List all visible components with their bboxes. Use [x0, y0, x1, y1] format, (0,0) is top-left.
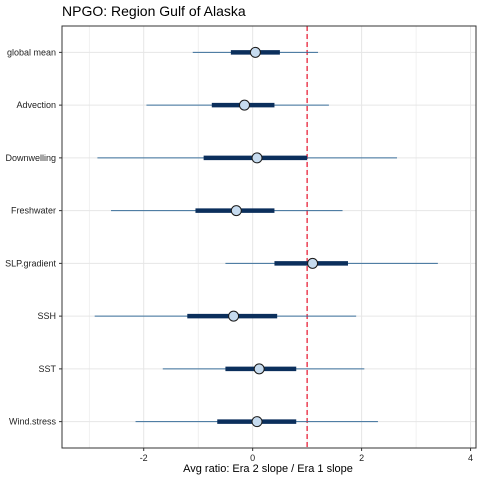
- x-tick-label: 2: [359, 453, 364, 463]
- y-tick-label: SLP.gradient: [5, 258, 56, 268]
- forest-row: [162, 363, 365, 375]
- y-tick-label: Freshwater: [11, 206, 56, 216]
- point-estimate: [251, 152, 263, 164]
- point-estimate: [307, 257, 319, 269]
- x-axis-title: Avg ratio: Era 2 slope / Era 1 slope: [183, 463, 353, 475]
- y-tick-label: Advection: [16, 100, 56, 110]
- y-tick-label: global mean: [7, 47, 56, 57]
- point-estimate: [228, 310, 240, 322]
- forest-row: [146, 99, 329, 111]
- x-tick-label: 0: [250, 453, 255, 463]
- y-tick-label: SST: [38, 364, 56, 374]
- point-estimate: [249, 46, 261, 58]
- y-tick-label: Downwelling: [5, 153, 56, 163]
- y-tick-label: Wind.stress: [9, 417, 57, 427]
- forest-row: [192, 46, 319, 58]
- y-tick-label: SSH: [37, 311, 56, 321]
- x-tick-label: -2: [140, 453, 148, 463]
- y-axis: global mean Advection Downwelling Freshwate…: [5, 47, 62, 427]
- forest-row: [225, 257, 438, 269]
- forest-row: [97, 152, 398, 164]
- point-estimate: [230, 205, 242, 217]
- chart-title: NPGO: Region Gulf of Alaska: [62, 3, 246, 19]
- forest-row: [111, 205, 343, 217]
- forest-row: [94, 310, 357, 322]
- point-estimate: [238, 99, 250, 111]
- point-estimate: [253, 363, 265, 375]
- grid-lines: [62, 26, 476, 448]
- point-estimate: [251, 416, 263, 428]
- forest-row: [135, 416, 378, 428]
- panel-border: [61, 25, 477, 449]
- panel-background: [62, 26, 476, 448]
- data-marks: [94, 46, 438, 428]
- x-tick-label: 4: [468, 453, 473, 463]
- x-axis: -2 0 2 4: [140, 448, 473, 463]
